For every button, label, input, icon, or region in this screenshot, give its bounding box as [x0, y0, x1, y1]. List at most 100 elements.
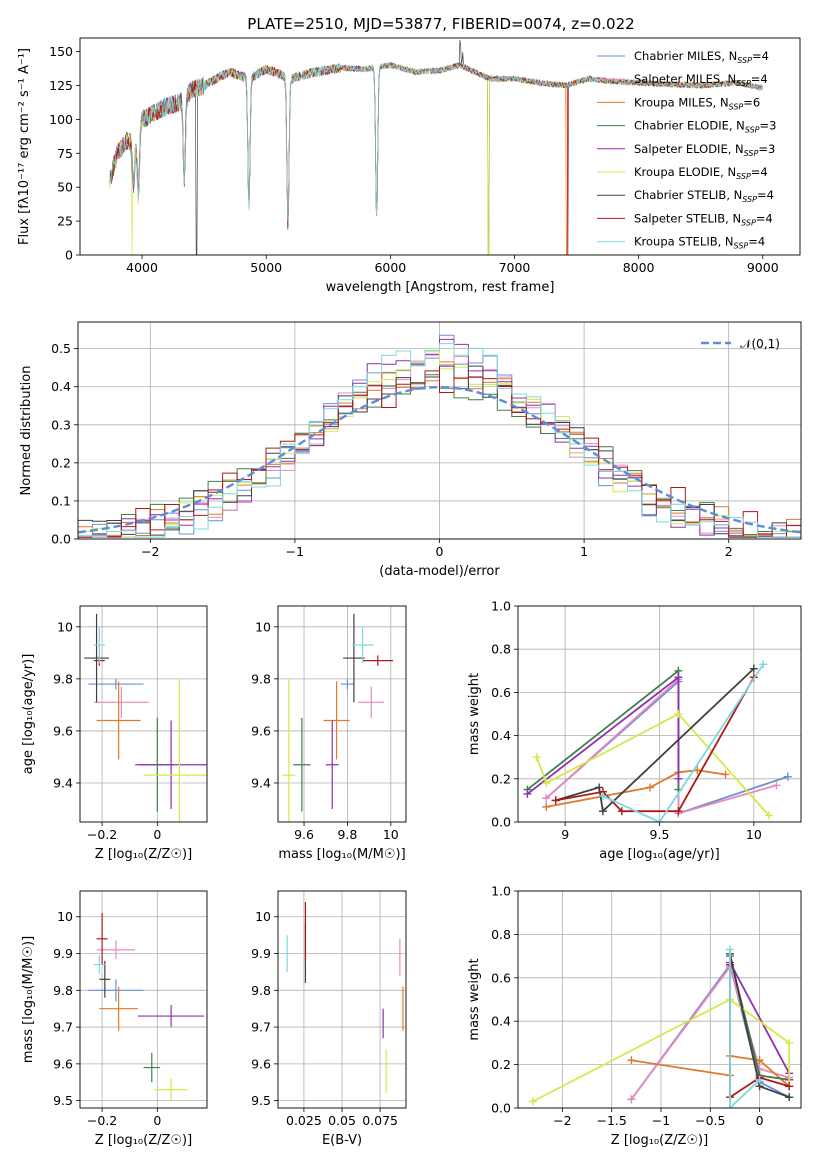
- x-tick-label: 0: [756, 1113, 764, 1128]
- weight-marker-8: [759, 660, 768, 669]
- y-tick-label: 0.2: [51, 455, 71, 470]
- y-tick-label: 10: [57, 619, 73, 634]
- spectrum-line-8: [109, 62, 763, 221]
- x-tick-label: 0.025: [286, 1113, 322, 1128]
- legend-subscript: SSP: [736, 172, 751, 181]
- x-tick-label: 9: [561, 827, 569, 842]
- legend-subscript: SSP: [741, 218, 756, 227]
- axes-frame: [517, 605, 802, 823]
- axes-frame: [277, 890, 407, 1109]
- weight-line-8: [602, 663, 765, 822]
- y-axis-label: mass [log₁₀(M/M☉)]: [21, 936, 36, 1063]
- legend-subscript: SSP: [745, 126, 760, 135]
- weight-line-3: [526, 668, 680, 791]
- y-tick-label: 9.6: [53, 723, 73, 738]
- weight-marker-5: [764, 811, 773, 820]
- weight-marker-8: [726, 1104, 735, 1108]
- x-tick-label: 9.6: [294, 827, 314, 842]
- y-tick-label: 10: [57, 909, 73, 924]
- x-tick-label: 10: [746, 827, 762, 842]
- y-tick-label: 0.0: [491, 1101, 511, 1116]
- plot-area: [84, 613, 207, 822]
- y-tick-label: 9.7: [53, 1020, 73, 1035]
- plot-area: [109, 40, 763, 255]
- weight-marker-6: [749, 664, 758, 673]
- spectrum-panel: 4000 5000 6000 7000 8000 9000 0 25 50 75 100 125 150…: [17, 37, 801, 295]
- spectrum-legend: Chabrier MILES, NSSP=4 Salpeter MILES, NS…: [597, 49, 776, 251]
- legend-label: Kroupa STELIB, NSSP=4: [634, 235, 765, 251]
- legend-count: =3: [758, 142, 775, 156]
- y-tick-label: 0.2: [491, 771, 511, 786]
- y-tick-label: 0.6: [491, 970, 511, 985]
- y-tick-label: 0.5: [51, 341, 71, 356]
- legend-subscript: SSP: [737, 56, 752, 65]
- x-axis-label: wavelength [Angstrom, rest frame]: [326, 280, 555, 295]
- x-tick-label: −1: [652, 1113, 670, 1128]
- y-tick-label: 9.4: [251, 775, 271, 790]
- weight-marker-7: [617, 807, 626, 816]
- legend-label: Chabrier MILES, NSSP=4: [634, 49, 769, 65]
- x-tick-label: 0.075: [362, 1113, 398, 1128]
- weight-marker-5: [532, 753, 541, 762]
- figure-title: PLATE=2510, MJD=53877, FIBERID=0074, z=0…: [247, 15, 634, 33]
- weight-marker-4: [523, 789, 532, 798]
- legend-label: Kroupa ELODIE, NSSP=4: [634, 165, 768, 181]
- weight-marker-8: [755, 1075, 764, 1084]
- x-tick-label: 7000: [499, 260, 531, 275]
- y-tick-label: 50: [57, 180, 73, 195]
- weight-marker-0: [783, 772, 792, 781]
- weight-marker-2: [721, 770, 730, 779]
- y-tick-label: 0.4: [51, 379, 71, 394]
- legend-label: Salpeter STELIB, NSSP=4: [634, 211, 773, 227]
- legend-count: =4: [748, 235, 765, 249]
- x-tick-label: −0.2: [87, 827, 117, 842]
- x-axis-label: (data-model)/error: [379, 564, 500, 579]
- y-tick-label: 10: [255, 909, 271, 924]
- legend-label: 𝒩(0,1): [740, 337, 780, 351]
- axes-frame: [79, 605, 208, 823]
- histogram-8: [78, 343, 801, 538]
- weight-marker-5: [785, 1038, 794, 1047]
- spectrum-line-3: [109, 62, 763, 255]
- weight-marker-7: [674, 807, 683, 816]
- x-tick-label: 9.8: [337, 827, 357, 842]
- plot-area: [282, 613, 393, 822]
- weight-marker-4: [674, 774, 683, 783]
- x-tick-label: 5000: [250, 260, 282, 275]
- y-tick-label: 9.4: [53, 775, 73, 790]
- weight-marker-7: [551, 796, 560, 805]
- weight-vs-age-panel: 9 9.5 10 0.0 0.2 0.4 0.6 0.8 1.0 age [log₁₀(age/y…: [467, 599, 802, 862]
- y-tick-label: 0: [65, 248, 73, 263]
- residual-histogram-panel: −2 −1 0 1 2 0.0 0.1 0.2 0.3 0.4 0.5 (data-model)/er…: [19, 321, 802, 579]
- mass-vs-metallicity-panel: −0.2 0 9.5 9.6 9.7 9.8 9.9 10 Z [log₁₀(Z/Z☉)] mas…: [21, 890, 208, 1148]
- y-tick-label: 0.2: [491, 1057, 511, 1072]
- x-axis-label: E(B-V): [322, 1133, 362, 1148]
- x-tick-label: 0: [153, 1113, 161, 1128]
- x-tick-label: 2: [725, 544, 733, 559]
- y-tick-label: 9.8: [53, 983, 73, 998]
- weight-marker-2: [627, 1056, 636, 1065]
- histogram-6: [78, 365, 801, 538]
- legend-label: Salpeter ELODIE, NSSP=3: [634, 142, 775, 158]
- plot-area: [286, 902, 404, 1094]
- x-axis-label: Z [log₁₀(Z/Z☉)]: [95, 1133, 192, 1148]
- age-vs-metallicity-panel: −0.2 0 9.4 9.6 9.8 10 Z [log₁₀(Z/Z☉)] age [log₁…: [21, 605, 208, 862]
- x-tick-label: 9000: [747, 260, 779, 275]
- weight-line-6: [555, 667, 755, 814]
- legend-subscript: SSP: [744, 149, 759, 158]
- y-tick-label: 9.6: [251, 1056, 271, 1071]
- x-tick-label: 6000: [374, 260, 406, 275]
- plot-area: [78, 334, 801, 538]
- weight-marker-1: [627, 1095, 636, 1104]
- plot-area: [528, 945, 794, 1108]
- y-tick-label: 0.3: [51, 417, 71, 432]
- legend-subscript: SSP: [729, 102, 744, 111]
- x-axis-label: Z [log₁₀(Z/Z☉)]: [95, 847, 192, 862]
- legend-count: =4: [756, 211, 773, 225]
- x-tick-label: 4000: [126, 260, 158, 275]
- legend-count: =4: [752, 49, 769, 63]
- legend-label: Kroupa MILES, NSSP=6: [634, 95, 760, 111]
- axes-frame: [517, 890, 802, 1109]
- legend-subscript: SSP: [742, 195, 757, 204]
